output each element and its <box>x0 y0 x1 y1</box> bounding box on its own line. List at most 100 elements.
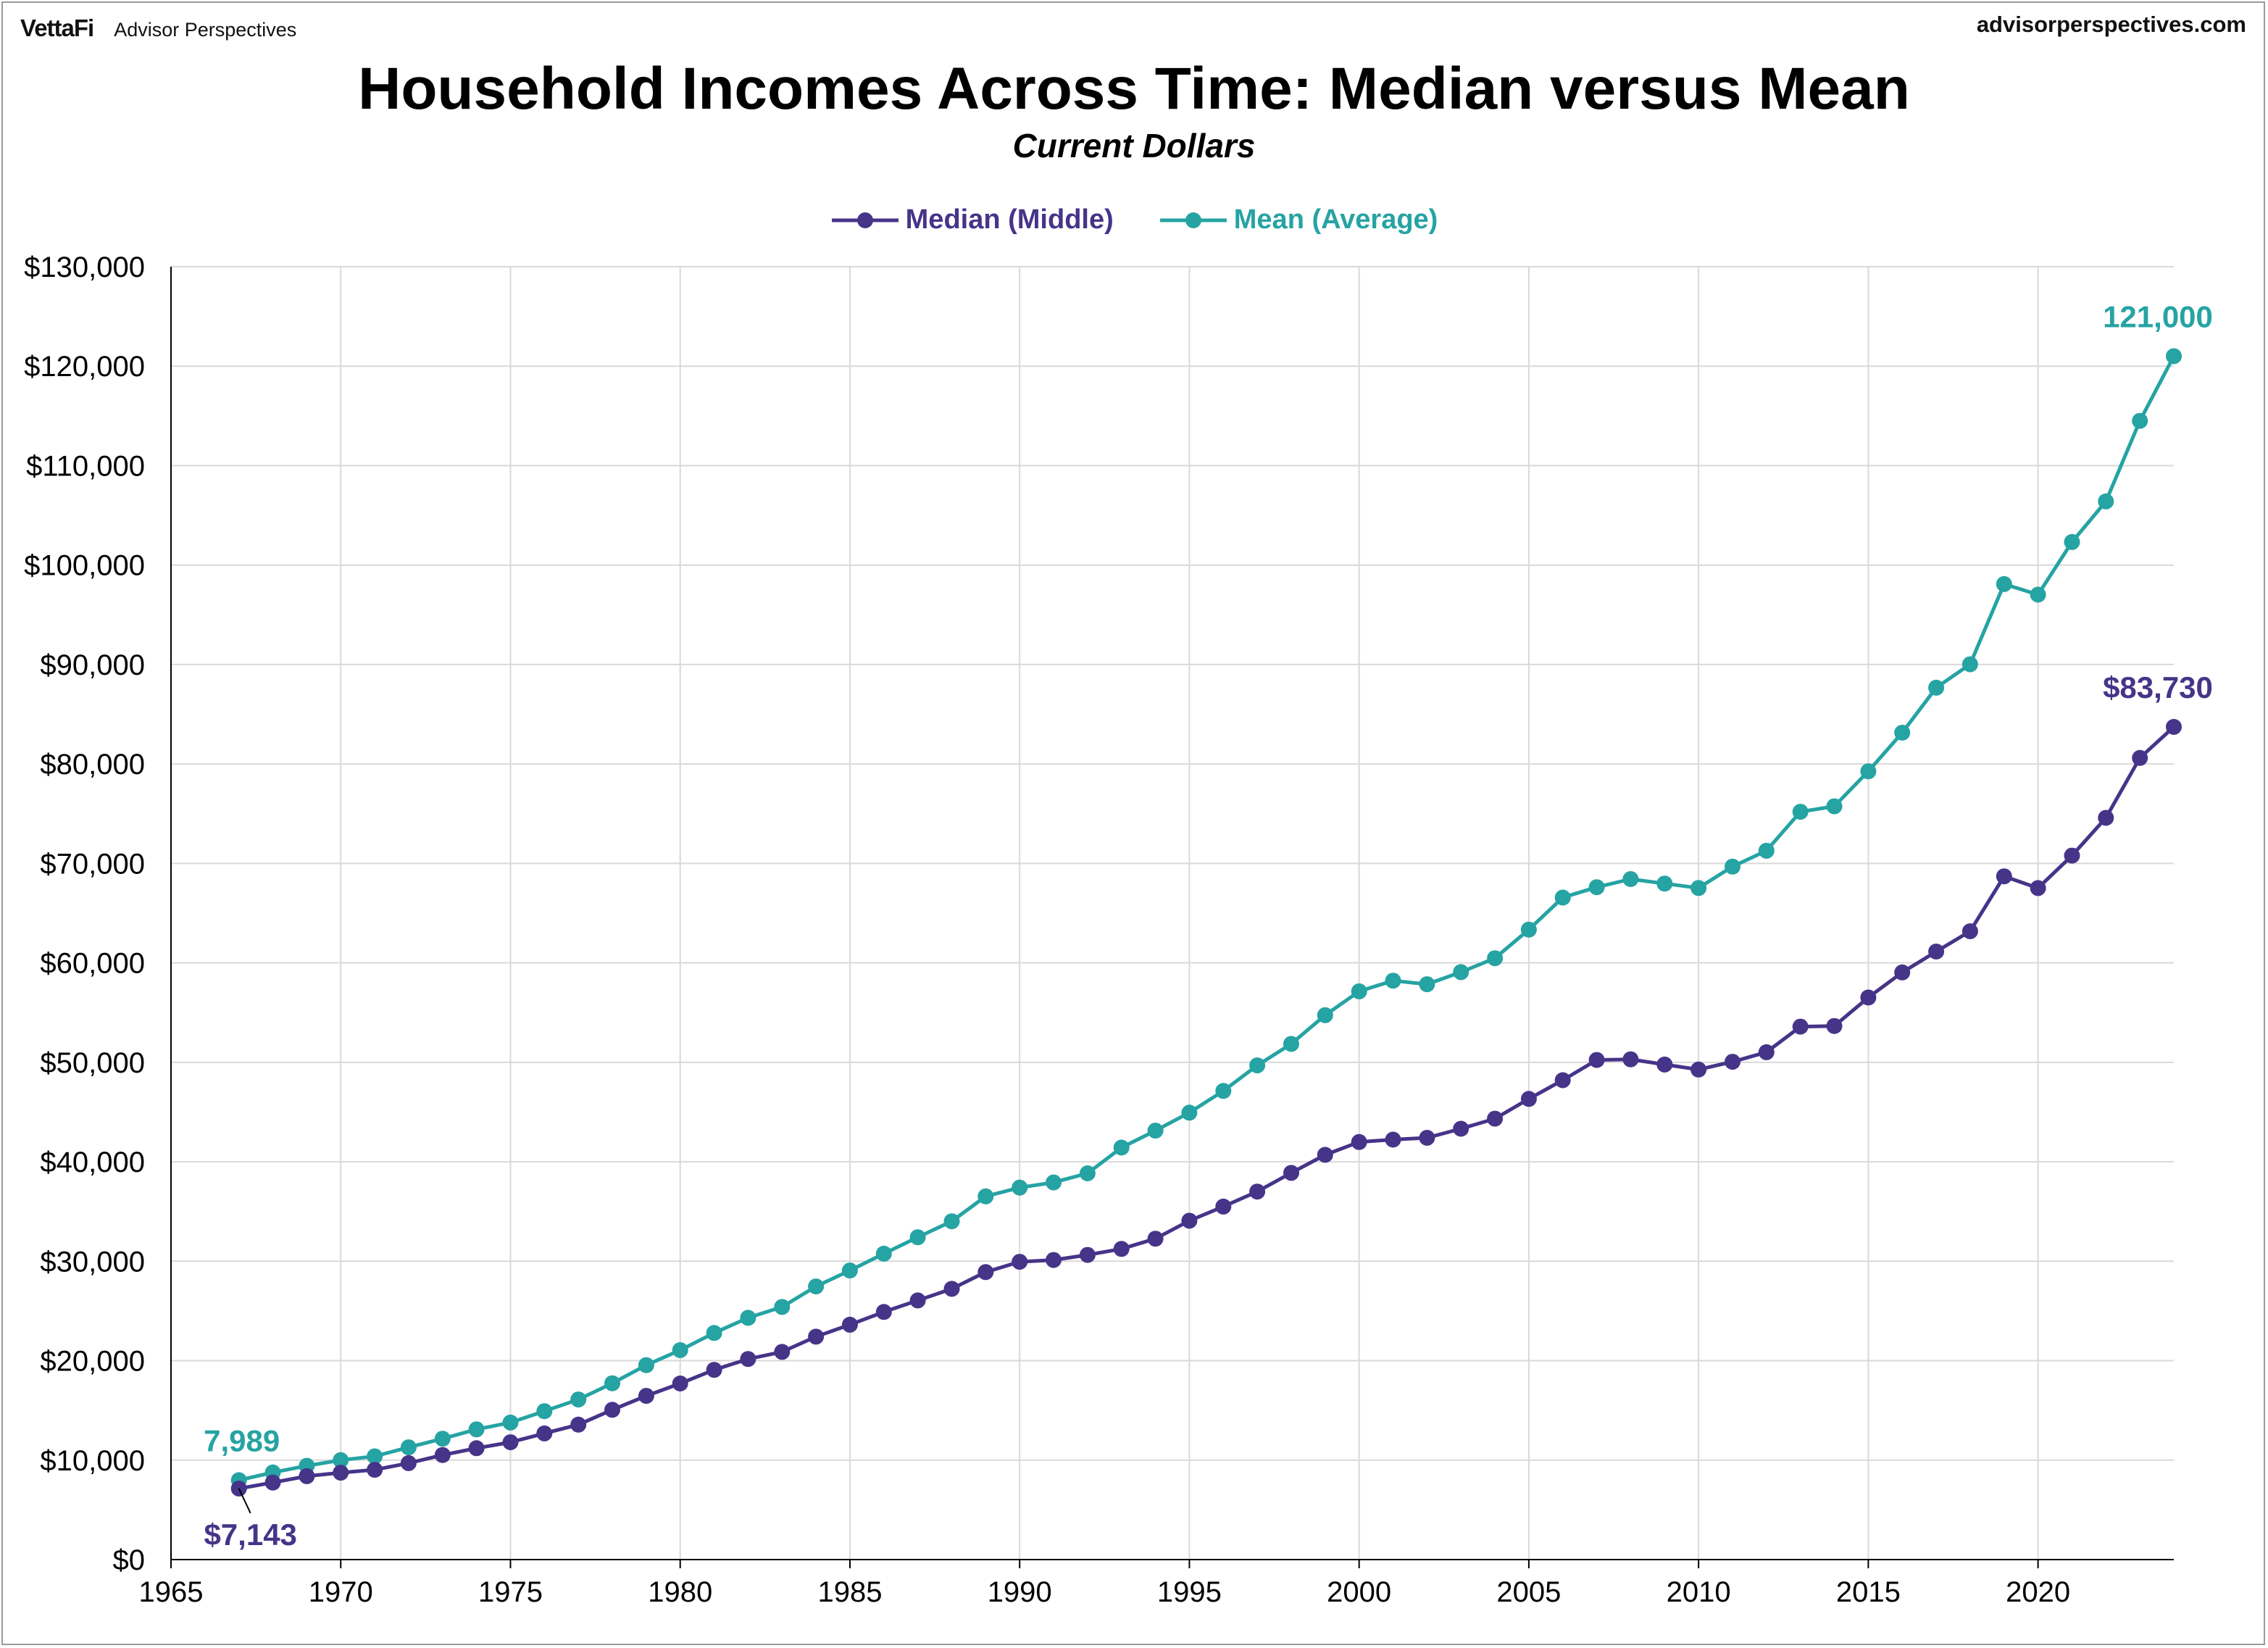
y-tick-label: $90,000 <box>40 649 145 681</box>
data-point-mean <box>400 1439 417 1456</box>
data-point-mean <box>875 1245 892 1262</box>
data-point-mean <box>943 1213 960 1230</box>
series-line-mean <box>238 355 2176 1482</box>
brand: VettaFi Advisor Perspectives <box>20 14 296 42</box>
data-point-median <box>2030 880 2046 896</box>
data-point-mean <box>672 1342 688 1358</box>
data-point-median <box>333 1465 349 1481</box>
chart-subtitle: Current Dollars <box>1012 127 1256 165</box>
data-point-median <box>604 1402 620 1418</box>
y-tick-label: $110,000 <box>26 450 145 482</box>
legend-item-mean: Mean (Average) <box>1159 204 1438 236</box>
data-point-mean <box>536 1403 553 1420</box>
data-point-mean <box>1113 1139 1130 1156</box>
data-point-median <box>1588 1052 1605 1068</box>
data-point-mean <box>570 1391 587 1408</box>
y-tick-label: $80,000 <box>40 749 145 781</box>
legend-label-mean: Mean (Average) <box>1233 204 1438 235</box>
data-point-median <box>943 1281 960 1297</box>
data-point-median <box>400 1455 417 1471</box>
data-point-mean <box>774 1299 791 1315</box>
y-tick-label: $30,000 <box>40 1246 145 1278</box>
data-point-median <box>1928 944 1945 960</box>
y-tick-label: $0 <box>113 1544 146 1576</box>
data-point-mean <box>1961 656 1978 673</box>
x-tick-label: 2010 <box>1667 1576 1731 1608</box>
data-point-median <box>841 1316 858 1333</box>
data-point-median <box>1453 1120 1469 1137</box>
data-point-mean <box>1012 1179 1028 1196</box>
legend-label-median: Median (Middle) <box>905 204 1114 235</box>
data-point-mean <box>977 1188 994 1204</box>
data-point-median <box>706 1362 722 1378</box>
brand-logo: VettaFi <box>20 14 94 41</box>
legend-item-median: Median (Middle) <box>830 204 1114 236</box>
data-point-median <box>1046 1252 1062 1268</box>
data-point-mean <box>1419 976 1435 993</box>
data-point-median <box>977 1264 994 1281</box>
y-tick-label: $120,000 <box>24 351 145 383</box>
leader-line <box>238 1488 251 1514</box>
y-tick-label: $20,000 <box>40 1346 145 1378</box>
data-point-median <box>1961 923 1978 939</box>
data-point-median <box>1622 1051 1639 1068</box>
data-point-median <box>2132 749 2148 766</box>
data-point-mean <box>1588 879 1605 896</box>
data-point-median <box>264 1474 281 1491</box>
data-point-mean <box>1520 921 1537 938</box>
data-point-median <box>1283 1165 1299 1181</box>
data-label-mean: 7,989 <box>204 1423 280 1457</box>
data-point-mean <box>1317 1007 1333 1023</box>
series-line-median <box>238 725 2175 1491</box>
data-labels: 7,989 $7,143 121,000 $83,730 <box>204 300 2213 1552</box>
data-point-median <box>875 1304 892 1320</box>
x-tick-label: 2005 <box>1496 1576 1561 1608</box>
data-point-mean <box>1181 1104 1198 1121</box>
x-tick-label: 1965 <box>139 1576 204 1608</box>
data-point-median <box>1758 1044 1775 1060</box>
data-point-median <box>1249 1183 1266 1200</box>
data-point-mean <box>1215 1083 1232 1099</box>
data-point-mean <box>740 1310 756 1326</box>
data-point-mean <box>1147 1123 1164 1139</box>
y-tick-label: $60,000 <box>40 948 145 980</box>
data-point-mean <box>1453 964 1469 981</box>
grid <box>171 266 2174 1560</box>
data-point-median <box>808 1328 825 1345</box>
data-point-median <box>2098 810 2114 826</box>
data-point-median <box>1079 1247 1096 1263</box>
x-tick-label: 1990 <box>988 1576 1052 1608</box>
data-point-mean <box>1826 798 1843 815</box>
x-tick-label: 1995 <box>1157 1576 1222 1608</box>
data-point-median <box>2166 719 2182 735</box>
x-tick-label: 2020 <box>2006 1576 2070 1608</box>
data-point-median <box>774 1344 791 1360</box>
data-point-mean <box>1622 871 1639 887</box>
data-point-mean <box>1554 889 1571 906</box>
data-point-median <box>1385 1131 1401 1148</box>
data-label-median: $7,143 <box>204 1518 296 1552</box>
data-point-mean <box>1385 973 1401 989</box>
data-point-mean <box>2064 533 2080 550</box>
chart-title: Household Incomes Across Time: Median ve… <box>358 56 1910 122</box>
data-point-mean <box>1656 875 1673 892</box>
site-url: advisorperspectives.com <box>1976 12 2246 37</box>
data-point-median <box>367 1462 383 1478</box>
data-point-mean <box>2132 412 2148 429</box>
data-point-mean <box>1860 763 1877 780</box>
data-point-median <box>1487 1110 1504 1127</box>
data-point-median <box>1113 1241 1130 1257</box>
y-tick-label: $40,000 <box>40 1146 145 1178</box>
data-point-median <box>536 1425 553 1441</box>
data-point-mean <box>1894 725 1911 741</box>
data-point-mean <box>1283 1036 1299 1052</box>
data-point-median <box>299 1468 315 1484</box>
data-point-mean <box>638 1357 654 1373</box>
data-point-median <box>1725 1054 1740 1070</box>
data-point-mean <box>1928 679 1945 696</box>
data-point-median <box>1520 1091 1537 1107</box>
data-point-mean <box>2098 493 2114 509</box>
data-point-mean <box>1487 950 1504 967</box>
data-point-median <box>1690 1061 1707 1078</box>
